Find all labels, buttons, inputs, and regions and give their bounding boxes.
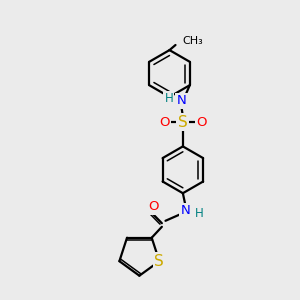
Text: O: O xyxy=(148,200,159,213)
Text: N: N xyxy=(176,94,186,107)
Text: H: H xyxy=(194,206,203,220)
Text: H: H xyxy=(164,92,173,105)
Text: CH₃: CH₃ xyxy=(182,36,203,46)
Text: S: S xyxy=(178,115,188,130)
Text: S: S xyxy=(154,254,164,269)
Text: O: O xyxy=(196,116,207,129)
Text: N: N xyxy=(180,204,190,217)
Text: O: O xyxy=(159,116,169,129)
